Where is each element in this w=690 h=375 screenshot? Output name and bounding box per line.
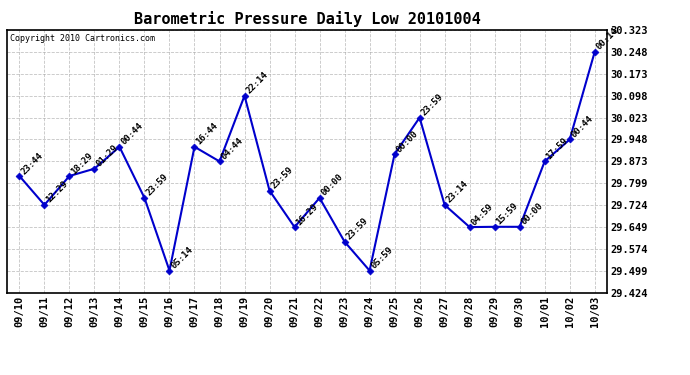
- Text: 23:59: 23:59: [420, 92, 445, 118]
- Text: 23:59: 23:59: [344, 216, 370, 242]
- Text: 05:14: 05:14: [170, 245, 195, 271]
- Title: Barometric Pressure Daily Low 20101004: Barometric Pressure Daily Low 20101004: [134, 12, 480, 27]
- Text: 23:14: 23:14: [444, 180, 470, 205]
- Text: 16:44: 16:44: [195, 122, 220, 147]
- Text: 00:00: 00:00: [520, 201, 545, 227]
- Text: 16:29: 16:29: [295, 202, 320, 227]
- Text: Copyright 2010 Cartronics.com: Copyright 2010 Cartronics.com: [10, 34, 155, 43]
- Text: 22:14: 22:14: [244, 70, 270, 96]
- Text: 00:00: 00:00: [395, 129, 420, 154]
- Text: 23:59: 23:59: [270, 165, 295, 190]
- Text: 00:44: 00:44: [119, 122, 145, 147]
- Text: 00:14: 00:14: [595, 27, 620, 52]
- Text: 17:59: 17:59: [544, 136, 570, 161]
- Text: 00:44: 00:44: [570, 114, 595, 140]
- Text: 23:44: 23:44: [19, 151, 45, 176]
- Text: 18:29: 18:29: [70, 151, 95, 176]
- Text: 04:59: 04:59: [470, 202, 495, 227]
- Text: 01:29: 01:29: [95, 143, 120, 169]
- Text: 23:59: 23:59: [144, 172, 170, 198]
- Text: 04:44: 04:44: [219, 136, 245, 161]
- Text: 15:59: 15:59: [495, 201, 520, 227]
- Text: 05:59: 05:59: [370, 245, 395, 271]
- Text: 12:29: 12:29: [44, 180, 70, 205]
- Text: 00:00: 00:00: [319, 172, 345, 198]
